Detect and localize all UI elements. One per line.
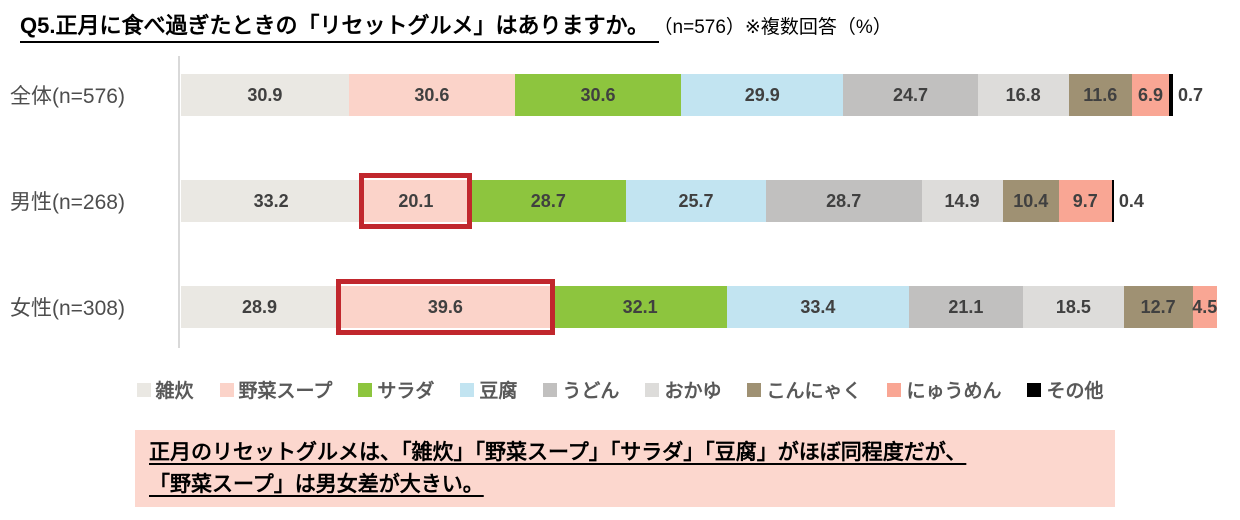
segment-value-label: 32.1	[622, 296, 658, 317]
segment-value-label: 11.6	[1083, 84, 1118, 105]
segment-value-label: 10.4	[1013, 190, 1049, 211]
summary-box: 正月のリセットグルメは、「雑炊」「野菜スープ」「サラダ」「豆腐」がほぼ同程度だが…	[135, 430, 1115, 507]
legend-swatch	[358, 382, 373, 397]
category-label: 全体(n=576)	[10, 85, 125, 108]
legend-swatch	[219, 382, 234, 397]
legend-item: にゅうめん	[887, 376, 1001, 403]
bar-segment: 14.9	[921, 180, 1003, 222]
question-title-suffix: （n=576）※複数回答（%）	[663, 17, 892, 38]
chart-rows: 全体(n=576) 30.9 30.6 30.6 29.9 24.7 16.8 11.6 6.9…	[0, 74, 1240, 335]
legend-label: 豆腐	[479, 381, 518, 402]
category-label: 女性(n=308)	[10, 297, 125, 320]
bar-segment: 6.9	[1131, 74, 1170, 116]
legend-item: 野菜スープ	[219, 376, 333, 403]
legend-label: その他	[1046, 381, 1104, 402]
legend-item: その他	[1027, 376, 1104, 403]
segment-value-label: 14.9	[944, 190, 980, 211]
segment-value-label-outside: 0.7	[1178, 84, 1204, 105]
bar-segment: 24.7	[843, 74, 978, 116]
bar-segment: 20.1	[359, 173, 473, 229]
legend-swatch	[1027, 382, 1042, 397]
bar-segment: 39.6	[335, 279, 555, 335]
bar-segment: 30.9	[181, 74, 349, 116]
summary-line-1: 正月のリセットグルメは、「雑炊」「野菜スープ」「サラダ」「豆腐」がほぼ同程度だが…	[149, 441, 967, 464]
legend-item: 雑炊	[136, 376, 194, 403]
legend-swatch	[136, 382, 151, 397]
bar-segment: 28.7	[470, 180, 627, 222]
segment-value-label: 24.7	[892, 84, 929, 105]
bar-segment: 30.6	[514, 74, 682, 116]
bar-segment	[1111, 180, 1114, 222]
legend-swatch	[543, 382, 558, 397]
legend-label: こんにゃく	[766, 381, 862, 402]
segment-value-label: 33.2	[253, 190, 289, 211]
segment-value-label: 18.5	[1055, 296, 1091, 317]
segment-value-label-outside: 0.4	[1118, 190, 1144, 211]
segment-value-label: 28.9	[241, 296, 277, 317]
segment-value-label: 39.6	[427, 296, 463, 317]
legend-item: こんにゃく	[747, 376, 861, 403]
legend-label: うどん	[562, 381, 620, 402]
segment-value-label: 25.7	[678, 190, 714, 211]
bar-segment: 32.1	[552, 286, 728, 328]
legend-item: 豆腐	[460, 376, 517, 403]
bar-segment: 4.5	[1192, 286, 1218, 328]
legend-label: おかゆ	[664, 381, 722, 402]
category-label: 男性(n=268)	[10, 191, 125, 214]
legend-label: サラダ	[377, 381, 435, 402]
legend-item: サラダ	[358, 376, 434, 403]
segment-value-label: 28.7	[530, 190, 566, 211]
bar-segment: 28.7	[765, 180, 922, 222]
question-title: Q5.正月に食べ過ぎたときの「リセットグルメ」はありますか。	[20, 13, 660, 43]
stacked-bar: 33.2 20.1 28.7 25.7 28.7 14.9 10.4 9.7 0.4	[181, 173, 1144, 229]
segment-value-label: 28.7	[826, 190, 862, 211]
stacked-bar: 30.9 30.6 30.6 29.9 24.7 16.8 11.6 6.9 0.7	[181, 74, 1203, 116]
segment-value-label: 6.9	[1137, 84, 1163, 105]
segment-value-label: 30.6	[414, 84, 450, 105]
bar-segment: 18.5	[1023, 286, 1124, 328]
bar-segment: 10.4	[1002, 180, 1059, 222]
segment-value-label: 29.9	[744, 84, 780, 105]
bar-segment: 11.6	[1068, 74, 1132, 116]
summary-line-2: 「野菜スープ」は男女差が大きい。	[149, 472, 484, 496]
bar-segment: 9.7	[1058, 180, 1112, 222]
legend: 雑炊 野菜スープ サラダ 豆腐 うどん おかゆ こんにゃく にゅうめん その他	[0, 376, 1240, 403]
segment-value-label: 30.9	[247, 84, 283, 105]
bar-segment: 33.4	[727, 286, 909, 328]
segment-value-label: 21.1	[948, 296, 984, 317]
segment-value-label: 4.5	[1192, 296, 1218, 317]
legend-swatch	[460, 382, 475, 397]
bar-segment: 28.9	[181, 286, 338, 328]
legend-item: おかゆ	[645, 376, 721, 403]
legend-label: 雑炊	[155, 381, 194, 402]
legend-swatch	[645, 382, 660, 397]
legend-label: にゅうめん	[906, 381, 1002, 402]
segment-value-label: 20.1	[398, 190, 434, 211]
segment-value-label: 16.8	[1005, 84, 1041, 105]
bar-segment: 25.7	[626, 180, 766, 222]
bar-segment	[1169, 74, 1173, 116]
chart-row: 全体(n=576) 30.9 30.6 30.6 29.9 24.7 16.8 11.6 6.9…	[0, 74, 1240, 116]
legend-swatch	[887, 382, 902, 397]
y-axis-line	[178, 56, 180, 348]
chart-row: 男性(n=268) 33.2 20.1 28.7 25.7 28.7 14.9 10.4 9.7…	[0, 173, 1240, 229]
bar-segment: 12.7	[1123, 286, 1193, 328]
stacked-bar: 28.9 39.6 32.1 33.4 21.1 18.5 12.7 4.5	[181, 279, 1218, 335]
bar-segment: 29.9	[681, 74, 844, 116]
legend-swatch	[747, 382, 762, 397]
bar-segment: 21.1	[908, 286, 1024, 328]
bar-segment: 16.8	[977, 74, 1069, 116]
bar-segment: 33.2	[181, 180, 362, 222]
segment-value-label: 12.7	[1140, 296, 1176, 317]
segment-value-label: 33.4	[800, 296, 836, 317]
segment-value-label: 30.6	[580, 84, 616, 105]
legend-label: 野菜スープ	[238, 381, 333, 402]
legend-item: うどん	[543, 376, 619, 403]
page-title: Q5.正月に食べ過ぎたときの「リセットグルメ」はありますか。 （n=576）※複数…	[20, 8, 892, 43]
chart-row: 女性(n=308) 28.9 39.6 32.1 33.4 21.1 18.5 12.7 4.5	[0, 279, 1240, 335]
bar-segment: 30.6	[348, 74, 515, 116]
segment-value-label: 9.7	[1072, 190, 1098, 211]
